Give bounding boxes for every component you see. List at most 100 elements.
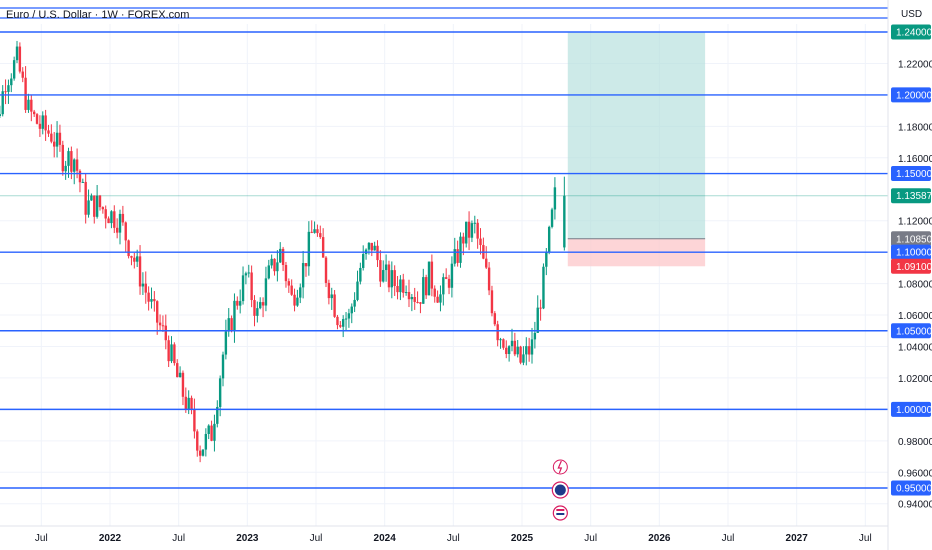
candle-body[interactable] (181, 372, 185, 397)
candle-body[interactable] (204, 433, 208, 450)
candle-body[interactable] (293, 294, 296, 306)
candle-body[interactable] (330, 294, 333, 299)
candle-body[interactable] (50, 133, 53, 142)
candle-body[interactable] (24, 77, 27, 110)
candle-body[interactable] (176, 363, 179, 378)
candle-body[interactable] (310, 231, 313, 233)
candle-body[interactable] (167, 340, 170, 362)
candle-body[interactable] (499, 339, 502, 341)
candle-body[interactable] (516, 346, 519, 355)
candle-body[interactable] (413, 297, 416, 302)
candle-body[interactable] (55, 132, 59, 147)
candle-body[interactable] (15, 46, 19, 61)
candle-body[interactable] (467, 221, 471, 238)
candle-body[interactable] (430, 261, 434, 289)
candle-body[interactable] (53, 141, 56, 147)
candle-body[interactable] (465, 221, 468, 244)
price-tag-1.09100[interactable]: 1.09100 (891, 258, 932, 274)
candle-body[interactable] (21, 71, 24, 78)
candle-body[interactable] (10, 78, 13, 86)
candle-body[interactable] (135, 256, 139, 262)
candle-body[interactable] (444, 277, 448, 279)
candle-body[interactable] (35, 114, 39, 124)
candle-body[interactable] (382, 270, 385, 282)
candle-body[interactable] (336, 316, 339, 326)
candle-body[interactable] (321, 237, 325, 258)
candle-body[interactable] (1, 91, 4, 115)
candle-body[interactable] (379, 260, 382, 282)
price-tag-1.10850[interactable]: 1.10850 (891, 231, 932, 247)
candle-body[interactable] (101, 207, 105, 210)
candle-body[interactable] (387, 264, 391, 288)
candle-body[interactable] (67, 151, 70, 166)
lightning-icon[interactable] (552, 459, 568, 475)
candle-body[interactable] (279, 248, 282, 263)
candle-body[interactable] (404, 292, 408, 294)
candle-body[interactable] (450, 263, 454, 288)
price-tag-1.00000[interactable]: 1.00000 (891, 401, 932, 417)
candle-body[interactable] (496, 324, 499, 341)
candle-body[interactable] (507, 346, 511, 355)
candle-body[interactable] (32, 111, 36, 115)
candle-body[interactable] (98, 195, 102, 208)
candle-body[interactable] (419, 302, 422, 304)
candle-body[interactable] (525, 346, 528, 355)
candle-body[interactable] (147, 292, 150, 302)
candle-body[interactable] (233, 300, 236, 331)
candle-body[interactable] (542, 266, 545, 309)
candle-body[interactable] (439, 294, 442, 303)
candle-body[interactable] (196, 431, 199, 451)
candle-body[interactable] (359, 267, 362, 282)
candle-body[interactable] (241, 275, 245, 302)
candle-body[interactable] (238, 301, 242, 306)
candle-body[interactable] (38, 123, 42, 129)
candle-body[interactable] (402, 279, 405, 293)
candle-body[interactable] (563, 195, 566, 248)
candle-body[interactable] (95, 195, 99, 217)
candle-body[interactable] (0, 114, 2, 116)
candle-body[interactable] (78, 170, 82, 183)
candle-body[interactable] (118, 213, 122, 233)
candle-body[interactable] (341, 319, 345, 327)
candle-body[interactable] (253, 300, 256, 316)
candle-body[interactable] (164, 325, 167, 341)
candle-body[interactable] (407, 292, 411, 300)
candle-body[interactable] (247, 272, 250, 274)
candle-body[interactable] (81, 181, 85, 183)
candle-body[interactable] (299, 287, 302, 298)
candle-body[interactable] (218, 378, 222, 407)
candle-body[interactable] (184, 396, 188, 410)
candle-body[interactable] (113, 211, 116, 228)
flag-icon[interactable] (552, 505, 568, 521)
candle-body[interactable] (138, 256, 142, 287)
candle-body[interactable] (141, 283, 145, 287)
candle-body[interactable] (327, 282, 331, 299)
candle-body[interactable] (261, 302, 265, 306)
candle-body[interactable] (433, 288, 436, 297)
candle-body[interactable] (287, 281, 291, 286)
candle-body[interactable] (522, 354, 525, 363)
candle-body[interactable] (144, 283, 147, 293)
price-tag-1.24000[interactable]: 1.24000 (891, 24, 932, 40)
candle-body[interactable] (427, 261, 431, 296)
candle-body[interactable] (393, 270, 396, 287)
candle-body[interactable] (84, 181, 87, 215)
candle-body[interactable] (550, 209, 554, 227)
candle-body[interactable] (104, 209, 107, 219)
candle-body[interactable] (553, 187, 557, 210)
candle-body[interactable] (264, 278, 268, 306)
candle-body[interactable] (513, 340, 517, 355)
candle-body[interactable] (333, 294, 336, 317)
candle-body[interactable] (510, 340, 514, 347)
candle-body[interactable] (230, 318, 233, 331)
price-tag-1.05000[interactable]: 1.05000 (891, 323, 932, 339)
candle-body[interactable] (90, 195, 93, 201)
candle-body[interactable] (70, 151, 73, 172)
candle-body[interactable] (456, 249, 459, 263)
candle-body[interactable] (350, 306, 353, 314)
candle-body[interactable] (485, 258, 488, 268)
candle-body[interactable] (178, 372, 182, 378)
candle-body[interactable] (224, 331, 228, 355)
candle-body[interactable] (539, 307, 542, 309)
